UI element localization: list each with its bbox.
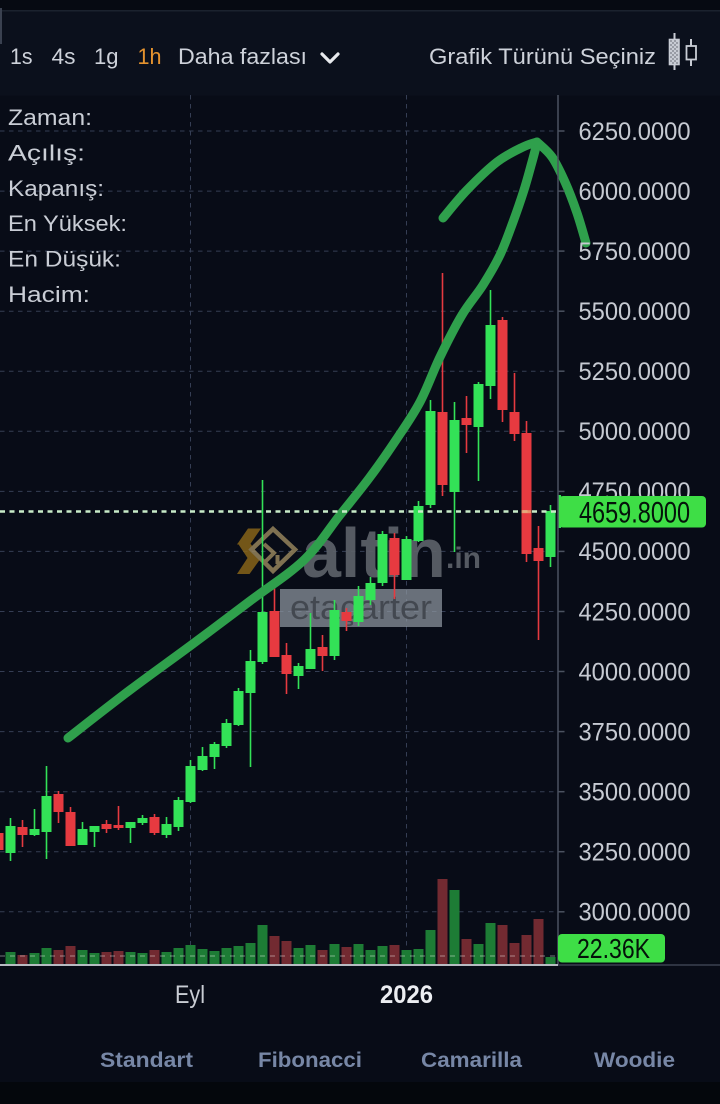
svg-text:4500.0000: 4500.0000	[579, 538, 691, 566]
svg-text:4659.8000: 4659.8000	[579, 497, 690, 530]
svg-text:Standart: Standart	[100, 1049, 193, 1072]
svg-text:altin: altin	[302, 514, 446, 592]
svg-text:Hacim:: Hacim:	[8, 282, 90, 307]
svg-text:1g: 1g	[94, 44, 119, 69]
svg-text:Fibonacci: Fibonacci	[258, 1049, 362, 1072]
svg-text:En Düşük:: En Düşük:	[8, 247, 121, 272]
svg-text:6250.0000: 6250.0000	[579, 118, 691, 146]
svg-text:1h: 1h	[138, 44, 162, 69]
svg-text:Woodie: Woodie	[594, 1049, 675, 1072]
svg-text:5250.0000: 5250.0000	[579, 358, 691, 386]
svg-text:22.36K: 22.36K	[577, 933, 650, 964]
svg-text:2026: 2026	[380, 981, 433, 1009]
svg-text:4000.0000: 4000.0000	[579, 658, 691, 686]
svg-text:4250.0000: 4250.0000	[579, 598, 691, 626]
svg-text:Zaman:: Zaman:	[8, 105, 92, 130]
svg-text:4s: 4s	[52, 44, 76, 69]
svg-text:3000.0000: 3000.0000	[579, 899, 691, 927]
svg-text:5750.0000: 5750.0000	[579, 238, 691, 266]
svg-text:1s: 1s	[10, 44, 33, 69]
svg-text:3500.0000: 3500.0000	[579, 779, 691, 807]
svg-text:6000.0000: 6000.0000	[579, 178, 691, 206]
svg-text:Grafik Türünü Seçiniz: Grafik Türünü Seçiniz	[429, 44, 656, 69]
svg-text:Daha fazlası: Daha fazlası	[178, 44, 307, 69]
svg-text:5500.0000: 5500.0000	[579, 298, 691, 326]
svg-text:Camarilla: Camarilla	[421, 1049, 522, 1072]
svg-text:5000.0000: 5000.0000	[579, 418, 691, 446]
svg-text:Eyl: Eyl	[175, 981, 205, 1009]
svg-text:3250.0000: 3250.0000	[579, 839, 691, 867]
svg-text:Kapanış:: Kapanış:	[8, 176, 104, 201]
svg-text:En Yüksek:: En Yüksek:	[8, 211, 127, 236]
svg-text:.in: .in	[446, 542, 481, 575]
svg-text:Açılış:: Açılış:	[8, 140, 85, 165]
svg-text:3750.0000: 3750.0000	[579, 718, 691, 746]
